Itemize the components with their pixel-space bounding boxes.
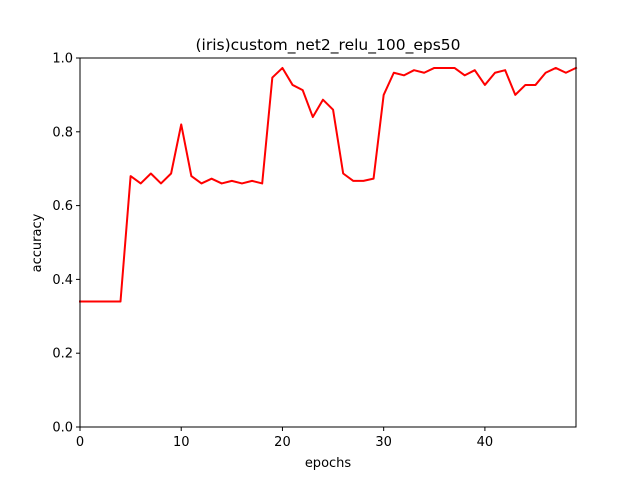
y-axis-label: accuracy [30,213,45,272]
y-tick-label: 0.0 [52,421,73,436]
chart-title: (iris)custom_net2_relu_100_eps50 [196,36,461,55]
y-tick-label: 1.0 [52,52,73,67]
series-layer [79,66,578,303]
y-tick-label: 0.2 [52,347,73,362]
plot-frame [79,57,577,428]
y-tick-label: 0.6 [52,199,73,214]
series-line-accuracy [79,66,578,303]
x-axis-ticks: 0 10 20 30 40 [76,427,493,450]
x-tick-label: 40 [477,435,494,450]
x-tick-label: 20 [274,435,291,450]
y-tick-label: 0.4 [52,273,73,288]
y-axis-ticks: 0.0 0.2 0.4 0.6 0.8 1.0 [52,52,80,436]
x-tick-label: 30 [375,435,392,450]
x-axis-label: epochs [305,456,352,471]
y-tick-label: 0.8 [52,125,73,140]
x-tick-label: 10 [173,435,190,450]
x-tick-label: 0 [76,435,84,450]
